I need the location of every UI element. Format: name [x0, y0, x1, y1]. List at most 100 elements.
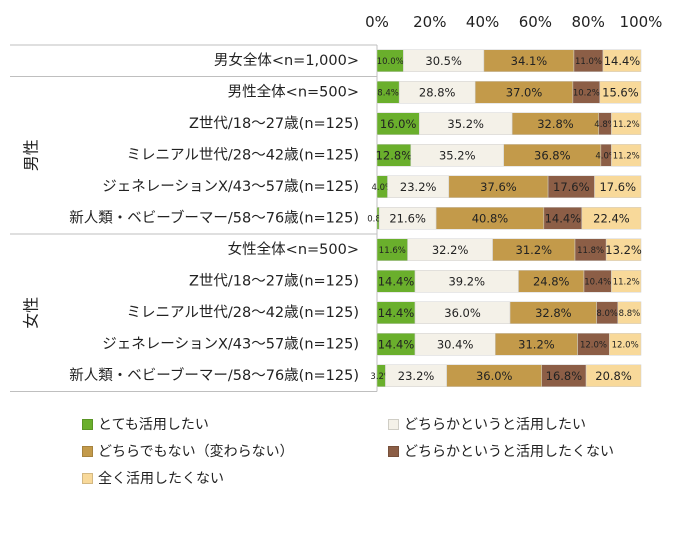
x-tick-label: 100%	[620, 13, 663, 31]
bar-segment	[611, 112, 642, 135]
data-label: 30.4%	[437, 337, 474, 351]
data-label: 15.6%	[602, 85, 639, 99]
legend-swatch-neutral	[82, 445, 93, 457]
category-label: 男女全体<n=1,000>	[214, 51, 359, 69]
data-label: 37.0%	[506, 85, 543, 99]
bar-segment	[594, 175, 642, 198]
data-label: 36.8%	[534, 148, 571, 162]
category-label: 新人類・ベビーブーマー/58～76歳(n=125)	[69, 366, 359, 384]
legend-label-somewhat-not-want: どちらかというと活用したくない	[404, 444, 614, 460]
data-label: 11.2%	[613, 277, 640, 287]
data-label: 4.8%	[594, 120, 616, 130]
data-label: 14.4%	[545, 211, 582, 225]
category-label: 女性全体<n=500>	[228, 240, 359, 258]
data-label: 14.4%	[378, 274, 415, 288]
data-label: 8.0%	[596, 309, 618, 319]
bar-segment	[585, 364, 642, 387]
legend-swatch-not-want-at-all	[82, 472, 93, 484]
legend-label-somewhat-want: どちらかというと活用したい	[404, 417, 586, 433]
data-label: 40.8%	[472, 211, 509, 225]
data-label: 24.8%	[533, 274, 570, 288]
data-label: 34.1%	[511, 54, 548, 68]
category-label: ミレニアル世代/28～42歳(n=125)	[127, 304, 359, 321]
data-label: 10.4%	[584, 277, 611, 287]
category-label: ジェネレーションX/43～57歳(n=125)	[102, 178, 359, 195]
data-label: 16.8%	[546, 369, 583, 383]
legend-swatch-somewhat-want	[388, 418, 399, 430]
data-label: 12.8%	[376, 148, 413, 162]
data-label: 39.2%	[448, 274, 485, 288]
data-label: 3.2%	[370, 372, 392, 382]
data-label: 17.6%	[553, 180, 590, 194]
data-label: 32.2%	[432, 243, 469, 257]
x-tick-label: 40%	[466, 13, 499, 31]
data-label: 23.2%	[398, 369, 435, 383]
bar-segment	[609, 333, 642, 356]
data-label: 13.2%	[605, 243, 642, 257]
bar-segment	[599, 81, 642, 104]
category-label: Z世代/18～27歳(n=125)	[189, 272, 359, 289]
data-label: 31.2%	[516, 243, 553, 257]
legend-item-somewhat-want: どちらかというと活用したい	[388, 414, 586, 434]
data-label: 11.0%	[575, 57, 602, 67]
x-tick-label: 60%	[519, 13, 552, 31]
legend-label-not-want-at-all: 全く活用したくない	[98, 471, 224, 487]
category-label: 男性全体<n=500>	[228, 82, 359, 100]
data-label: 17.6%	[599, 180, 636, 194]
data-label: 21.6%	[389, 211, 426, 225]
data-label: 11.8%	[577, 246, 604, 256]
legend-label-very-want: とても活用したい	[98, 417, 209, 433]
legend-item-not-want-at-all: 全く活用したくない	[82, 468, 224, 488]
data-label: 14.4%	[378, 306, 415, 320]
data-label: 36.0%	[444, 306, 481, 320]
x-tick-label: 0%	[365, 13, 389, 31]
legend-swatch-very-want	[82, 418, 93, 430]
data-label: 32.8%	[535, 306, 572, 320]
data-label: 32.8%	[537, 117, 574, 131]
data-label: 14.4%	[378, 337, 415, 351]
data-label: 22.4%	[593, 211, 630, 225]
data-label: 37.6%	[480, 180, 517, 194]
data-label: 8.8%	[619, 309, 641, 319]
data-label: 36.0%	[476, 369, 513, 383]
legend-item-very-want: とても活用したい	[82, 414, 209, 434]
bar-segment	[617, 301, 642, 324]
data-label: 0.8%	[367, 214, 389, 224]
data-label: 4.0%	[595, 151, 617, 161]
category-label: ミレニアル世代/28～42歳(n=125)	[127, 146, 359, 163]
group-label: 女性	[22, 297, 41, 329]
bar-segment	[605, 238, 642, 261]
data-label: 31.2%	[518, 337, 555, 351]
data-label: 35.2%	[447, 117, 484, 131]
data-label: 12.0%	[612, 340, 639, 350]
data-label: 28.8%	[419, 85, 456, 99]
bar-segment	[611, 144, 642, 167]
data-label: 10.0%	[377, 57, 404, 67]
data-label: 23.2%	[400, 180, 437, 194]
legend-item-neutral: どちらでもない（変わらない）	[82, 441, 294, 461]
data-label: 11.2%	[613, 151, 640, 161]
legend-item-somewhat-not-want: どちらかというと活用したくない	[388, 441, 614, 461]
group-label: 男性	[22, 139, 41, 171]
category-label: 新人類・ベビーブーマー/58～76歳(n=125)	[69, 208, 359, 226]
bar-segment	[581, 207, 642, 230]
data-label: 11.6%	[379, 246, 406, 256]
x-tick-label: 80%	[572, 13, 605, 31]
x-tick-label: 20%	[413, 13, 446, 31]
legend-label-neutral: どちらでもない（変わらない）	[98, 444, 294, 460]
data-label: 12.0%	[580, 340, 607, 350]
data-label: 8.4%	[377, 88, 399, 98]
bar-segment	[611, 270, 642, 293]
category-label: ジェネレーションX/43～57歳(n=125)	[102, 335, 359, 352]
category-label: Z世代/18～27歳(n=125)	[189, 115, 359, 132]
data-label: 30.5%	[425, 54, 462, 68]
data-label: 20.8%	[595, 369, 632, 383]
data-label: 4.0%	[371, 183, 393, 193]
bar-segment	[602, 49, 642, 72]
data-label: 16.0%	[380, 117, 417, 131]
legend-swatch-somewhat-not-want	[388, 445, 399, 457]
data-label: 35.2%	[439, 148, 476, 162]
data-label: 11.2%	[613, 120, 640, 130]
data-label: 10.2%	[573, 88, 600, 98]
